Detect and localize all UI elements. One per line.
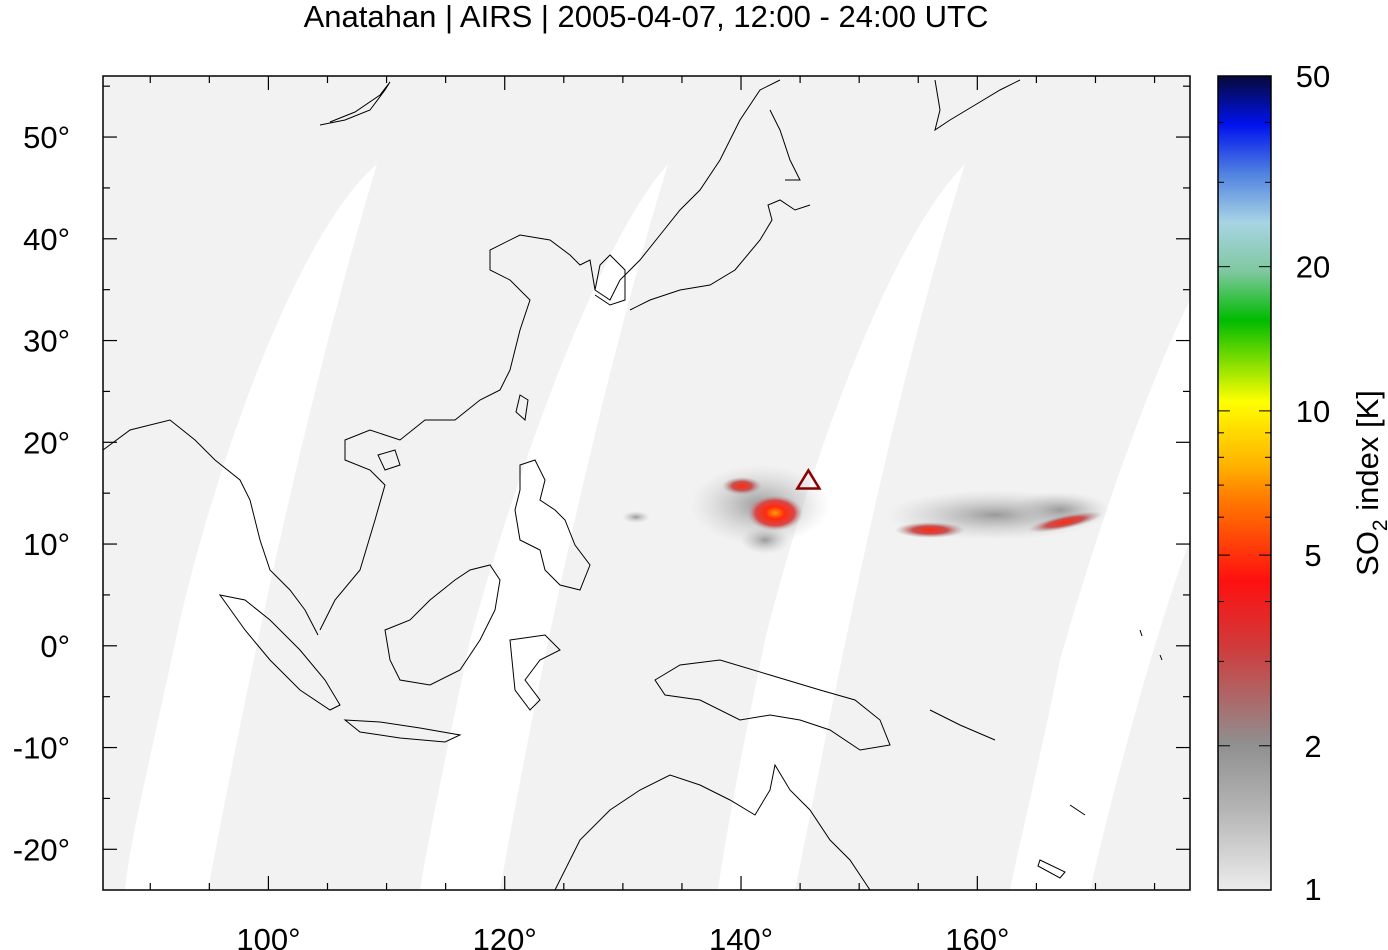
- coast-java: [343, 719, 462, 743]
- so2-plume: [622, 465, 1110, 554]
- volcano-triangle-icon: [795, 468, 822, 490]
- coast-borneo: [384, 564, 501, 686]
- x-axis: 100° 120° 140° 160°: [149, 76, 1156, 950]
- y-tick-label: 40°: [23, 222, 70, 257]
- plume-core-main: [747, 495, 803, 531]
- colorbar-label-sub: 2: [1369, 519, 1388, 531]
- colorbar-gradient: [1217, 75, 1272, 891]
- coast-new-guinea: [654, 659, 891, 751]
- x-tick-label: 140°: [709, 922, 773, 950]
- coast-asia-east: [103, 79, 781, 636]
- coast-australia: [554, 763, 871, 890]
- coastlines: [103, 79, 1163, 890]
- y-axis: 50° 40° 30° 20° 10° 0° -10° -20°: [13, 85, 1190, 867]
- y-tick-label: -20°: [13, 832, 70, 867]
- swath-gap-3: [718, 164, 965, 890]
- swath-gap-2: [420, 164, 668, 890]
- colorbar-tick-label: 50: [1296, 59, 1330, 94]
- plume-gray-south: [740, 526, 790, 554]
- plume-gray-west: [622, 511, 650, 523]
- coast-taiwan: [515, 394, 529, 421]
- x-tick-label: 100°: [236, 922, 300, 950]
- y-tick-label: 10°: [23, 527, 70, 562]
- chart-title: Anatahan | AIRS | 2005-04-07, 12:00 - 24…: [304, 0, 989, 34]
- coast-sulawesi: [509, 634, 561, 711]
- colorbar-tick-label: 5: [1304, 538, 1321, 573]
- coast-sumatra: [218, 594, 341, 711]
- plume-core-east: [895, 522, 965, 538]
- y-tick-label: -10°: [13, 731, 70, 766]
- plot-frame: [102, 75, 1191, 891]
- colorbar-tick-label: 20: [1296, 250, 1330, 285]
- coast-hainan: [377, 449, 401, 471]
- colorbar-tick-label: 1: [1304, 872, 1321, 907]
- colorbar-label-main: SO: [1350, 531, 1385, 576]
- coast-pacific-islands: [929, 629, 1163, 879]
- y-tick-label: 50°: [23, 120, 70, 155]
- plume-core-north: [722, 477, 762, 495]
- colorbar-label: SO2 index [K]: [1350, 390, 1388, 576]
- y-tick-label: 20°: [23, 425, 70, 460]
- colorbar-label-rest: index [K]: [1350, 390, 1385, 519]
- y-tick-label: 30°: [23, 324, 70, 359]
- colorbar-tick-label: 10: [1296, 394, 1330, 429]
- coast-kamchatka: [934, 79, 1021, 132]
- swath-gap-1: [125, 164, 377, 890]
- plume-core-far-east: [1027, 511, 1103, 533]
- colorbar-ticks: 50 20 10 5 2 1: [1218, 59, 1330, 907]
- x-tick-label: 160°: [945, 922, 1009, 950]
- coast-philippines: [514, 459, 591, 591]
- colorbar-tick-label: 2: [1304, 729, 1321, 764]
- x-tick-label: 120°: [473, 922, 537, 950]
- coast-korea: [594, 254, 626, 306]
- y-tick-label: 0°: [40, 629, 70, 664]
- coast-okhotsk: [319, 81, 391, 126]
- swath-gap-4: [1010, 300, 1190, 890]
- coast-japan: [629, 109, 811, 311]
- map-plot-area: [103, 76, 1190, 890]
